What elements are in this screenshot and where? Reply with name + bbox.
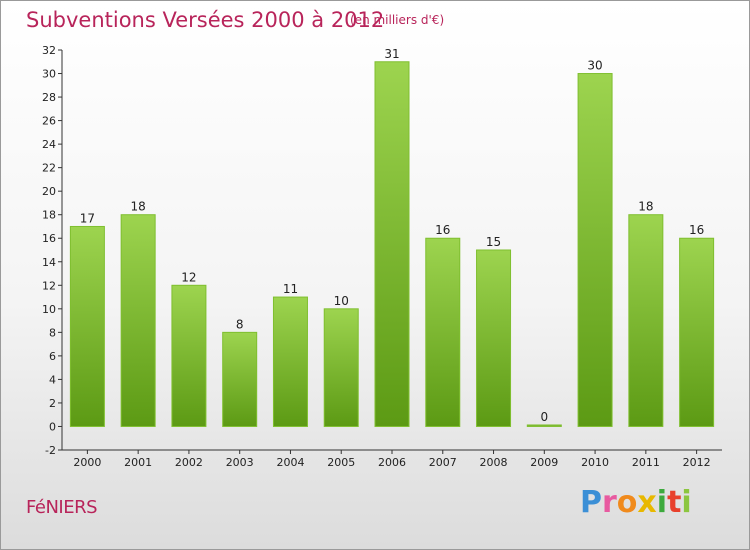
data-label: 16 [689,223,704,237]
bar [323,308,359,427]
logo-letter: o [616,485,638,520]
y-tick-label: 20 [42,185,56,198]
y-tick-label: 26 [42,115,56,128]
commune-name: FéNIERS [26,497,98,518]
proxiti-logo: Proxiti [580,485,692,520]
x-tick-label: 2009 [530,456,558,469]
y-tick-label: 16 [42,232,56,245]
y-tick-label: 22 [42,162,56,175]
bar [425,237,461,427]
x-tick-label: 2000 [73,456,101,469]
x-tick-label: 2005 [327,456,355,469]
bar [171,284,207,427]
data-label: 16 [435,223,450,237]
data-label: 18 [131,200,146,214]
data-label: 18 [638,200,653,214]
y-tick-label: 4 [49,373,56,386]
x-tick-label: 2012 [683,456,711,469]
logo-letter: i [656,485,668,520]
data-label: 15 [486,235,501,249]
x-tick-label: 2003 [226,456,254,469]
y-tick-label: 0 [49,420,56,433]
data-label: 10 [334,294,349,308]
y-tick-label: 24 [42,138,56,151]
y-tick-label: 8 [49,326,56,339]
bar [69,225,105,427]
chart-subtitle: (en milliers d'€) [350,13,445,27]
bar [374,61,410,427]
data-label: 0 [540,410,548,424]
y-tick-label: 6 [49,350,56,363]
bar [526,424,562,427]
data-label: 31 [384,47,399,61]
x-tick-label: 2007 [429,456,457,469]
data-label: 17 [80,211,95,225]
data-label: 30 [587,59,602,73]
chart-title: Subventions Versées 2000 à 2012 [26,8,385,32]
x-tick-label: 2008 [480,456,508,469]
y-tick-label: 14 [42,256,56,269]
x-tick-label: 2001 [124,456,152,469]
logo-letter: t [667,485,682,520]
data-label: 8 [236,317,244,331]
logo-letter: i [681,485,692,520]
bar [577,73,613,427]
data-label: 12 [181,270,196,284]
y-tick-label: -2 [45,444,56,457]
y-tick-label: 30 [42,68,56,81]
x-tick-label: 2011 [632,456,660,469]
bar-layer: 17 18 12 8 11 10 31 16 15 0 30 18 16 [69,47,715,427]
bar [120,214,156,427]
logo-letter: r [602,485,617,520]
bar [628,214,664,427]
bar [679,237,715,427]
x-tick-label: 2004 [276,456,304,469]
x-tick-label: 2010 [581,456,609,469]
y-tick-label: 28 [42,91,56,104]
bar [476,249,512,427]
y-tick-label: 10 [42,303,56,316]
logo-letter: x [637,485,657,520]
bar [222,331,258,427]
y-tick-label: 2 [49,397,56,410]
data-label: 11 [283,282,298,296]
y-tick-label: 32 [42,44,56,57]
x-tick-label: 2006 [378,456,406,469]
bar [272,296,308,427]
y-tick-label: 12 [42,279,56,292]
y-tick-label: 18 [42,209,56,222]
x-tick-label: 2002 [175,456,203,469]
logo-letter: P [580,485,602,520]
